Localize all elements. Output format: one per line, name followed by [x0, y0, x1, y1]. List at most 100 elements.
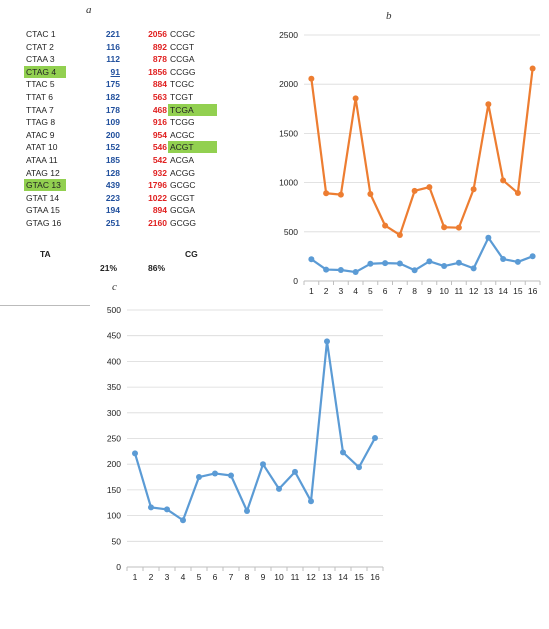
ta-count: 109 [105, 117, 120, 128]
chart-b-series-2-point [337, 191, 344, 198]
ta-count: 175 [105, 79, 120, 90]
cg-count: 954 [152, 129, 167, 140]
chart-b-x-tick-label: 10 [439, 286, 449, 296]
cg-sequence-name: GCGT [170, 192, 195, 203]
ta-count: 116 [106, 41, 120, 52]
chart-c-y-tick-label: 500 [107, 305, 121, 315]
cg-count: 1796 [148, 180, 167, 191]
ta-sequence-name: ATAT 10 [26, 142, 58, 153]
chart-b-x-tick-label: 13 [484, 286, 494, 296]
ta-count: 128 [105, 167, 120, 178]
chart-c-x-tick-label: 9 [261, 572, 266, 582]
chart-c-y-tick-label: 50 [112, 536, 122, 546]
chart-c-series-1-point [324, 338, 330, 345]
chart-b-series-1-point [500, 256, 507, 263]
chart-c-series-1-point [212, 470, 218, 477]
table-row: ATAA 11 185 542 ACGA [0, 154, 230, 166]
ta-sequence-name: ATAG 12 [26, 167, 60, 178]
chart-c-y-tick-label: 450 [107, 331, 121, 341]
chart-b-x-tick-label: 5 [368, 286, 373, 296]
table-row: TTAG 8 109 916 TCGG [0, 116, 230, 128]
chart-b-x-tick-label: 16 [528, 286, 538, 296]
chart-b-y-tick-label: 1000 [279, 178, 298, 188]
chart-b-series-1-line [310, 236, 534, 274]
chart-b-x-tick-label: 9 [427, 286, 432, 296]
chart-c-x-tick-label: 10 [274, 572, 284, 582]
table-row: CTAT 2 116 892 CCGT [0, 41, 230, 53]
chart-b-y-tick-label: 2000 [279, 79, 298, 89]
chart-c-x-tick-label: 12 [306, 572, 316, 582]
chart-b-series-2-point [323, 190, 330, 197]
chart-b-series-1-point [352, 269, 359, 276]
chart-c-x-tick-label: 15 [354, 572, 364, 582]
chart-b-series-2-point [485, 101, 492, 108]
chart-b-y-tick-label: 2500 [279, 30, 298, 40]
chart-c-series-1-point [356, 464, 362, 471]
cg-count: 542 [152, 155, 167, 165]
chart-c-x-tick-label: 14 [338, 572, 348, 582]
chart-c-y-tick-label: 400 [107, 356, 121, 366]
cg-sequence-name: GCGC [170, 180, 196, 191]
cg-sequence-name: TCGC [170, 79, 195, 90]
chart-c-x-tick-label: 6 [213, 572, 218, 582]
table-row: ATAG 12 128 932 ACGG [0, 167, 230, 179]
chart-b-series-2-point [500, 177, 507, 184]
ta-count: 182 [105, 92, 120, 102]
ta-sequence-name: TTAT 6 [26, 92, 53, 102]
table-row: TTAA 7 178 468 TCGA [0, 103, 230, 116]
ta-percent: 21% [100, 263, 118, 273]
ta-count: 152 [105, 142, 120, 153]
chart-b-x-tick-label: 4 [353, 286, 358, 296]
chart-b-series-2-point [470, 186, 477, 193]
cg-count: 1022 [148, 192, 167, 203]
ta-sequence-name: CTAA 3 [26, 54, 55, 65]
chart-c-y-tick-label: 0 [116, 562, 121, 572]
chart-b-x-tick-label: 12 [469, 286, 479, 296]
cg-count: 2160 [148, 218, 167, 228]
cg-sequence-name: GCGG [170, 218, 196, 228]
table-row: CTAA 3 112 878 CCGA [0, 53, 230, 65]
cg-sequence-name: ACGA [170, 155, 195, 165]
chart-b-x-tick-label: 1 [309, 286, 314, 296]
chart-c-x-tick-label: 8 [245, 572, 250, 582]
chart-b-y-tick-label: 1500 [279, 128, 298, 138]
chart-b-series-1-point [396, 260, 403, 267]
cg-count: 878 [152, 54, 167, 65]
chart-b-x-tick-label: 2 [324, 286, 329, 296]
cg-sequence-name: ACGT [168, 141, 217, 154]
cg-count: 932 [152, 167, 167, 178]
chart-b-series-1-point [514, 258, 521, 265]
ta-count: 221 [105, 29, 120, 39]
chart-b-x-tick-label: 6 [383, 286, 388, 296]
ta-sequence-name: CTAT 2 [26, 41, 54, 52]
ta-count: 439 [105, 180, 120, 191]
panel-letter-a: a [86, 4, 92, 16]
chart-b-series-2-point [529, 65, 536, 72]
cg-sequence-name: CCGA [170, 54, 195, 65]
chart-b-series-2-point [352, 95, 359, 102]
panel-letter-b: b [386, 10, 392, 22]
chart-b-series-1-point [367, 260, 374, 267]
cg-count: 884 [152, 79, 167, 90]
cg-column-label: CG [185, 249, 198, 259]
cg-count: 468 [152, 104, 167, 115]
chart-b-series-1-point [337, 266, 344, 273]
table-row: GTAG 16 251 2160 GCGG [0, 217, 230, 229]
table-row: GTAT 14 223 1022 GCGT [0, 192, 230, 204]
chart-b-series-2-point [514, 190, 521, 197]
cg-sequence-name: CCGT [170, 41, 195, 52]
ta-count: 178 [105, 104, 120, 115]
cg-count: 2056 [148, 29, 167, 39]
chart-b-series-2-point [411, 187, 418, 194]
chart-b-series-1-point [455, 259, 462, 266]
chart-c-series-1-point [228, 472, 234, 479]
cg-sequence-name: CCGG [170, 66, 196, 77]
ta-count: 200 [105, 129, 120, 140]
chart-b-series-1-point [426, 258, 433, 265]
table-row: TTAT 6 182 563 TCGT [0, 91, 230, 103]
chart-b-x-tick-label: 15 [513, 286, 523, 296]
chart-b-series-2-point [441, 224, 448, 231]
panel-letter-c: c [112, 281, 117, 293]
chart-c-y-tick-label: 100 [107, 511, 121, 521]
chart-c-series-1-point [260, 461, 266, 468]
